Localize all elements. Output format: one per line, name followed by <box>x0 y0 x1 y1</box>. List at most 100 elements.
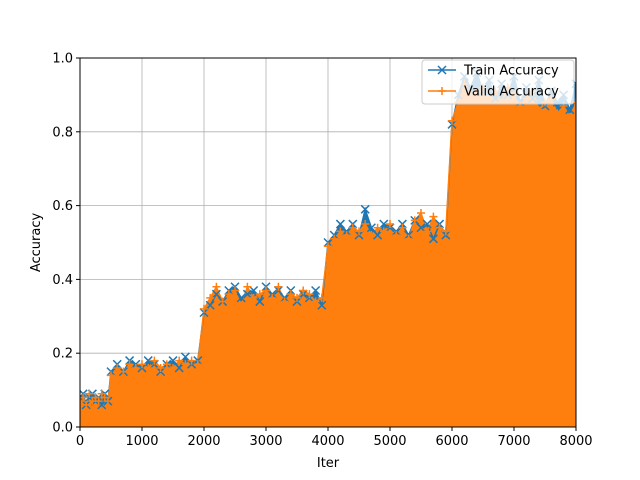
valid-accuracy-marker <box>386 220 394 229</box>
valid-accuracy-marker <box>392 231 401 240</box>
valid-accuracy-marker <box>534 105 543 114</box>
train-accuracy-marker <box>360 204 370 214</box>
x-tick-label: 3000 <box>249 434 282 449</box>
x-tick-label: 1000 <box>125 434 158 449</box>
valid-accuracy-marker <box>175 356 184 365</box>
valid-accuracy-marker <box>398 223 407 232</box>
x-tick-label: 2000 <box>187 434 220 449</box>
valid-accuracy-marker <box>441 227 450 236</box>
valid-accuracy-marker <box>94 397 103 406</box>
train-accuracy-marker <box>428 234 438 244</box>
y-tick-label: 0.4 <box>52 273 73 288</box>
valid-accuracy-marker <box>187 356 196 365</box>
train-accuracy-marker <box>373 230 383 240</box>
valid-accuracy-marker <box>342 231 351 240</box>
valid-accuracy-marker <box>103 397 112 406</box>
y-tick-label: 0.2 <box>52 347 73 362</box>
valid-accuracy-marker <box>565 113 574 122</box>
valid-accuracy-marker <box>113 363 122 372</box>
legend-marker-valid-accuracy <box>438 87 446 95</box>
valid-accuracy-marker <box>231 286 239 295</box>
valid-accuracy-area <box>80 83 576 427</box>
valid-accuracy-marker <box>156 363 165 372</box>
valid-accuracy-marker <box>206 293 215 302</box>
valid-accuracy-marker <box>324 242 332 251</box>
legend-box <box>421 59 575 105</box>
train-accuracy-marker <box>311 285 321 296</box>
train-accuracy-marker <box>168 356 178 366</box>
valid-accuracy-marker <box>274 282 283 291</box>
valid-accuracy-marker <box>311 297 320 306</box>
valid-accuracy-marker <box>373 223 382 232</box>
valid-accuracy-marker <box>249 293 258 302</box>
valid-accuracy-marker <box>317 293 326 302</box>
valid-accuracy-marker <box>162 360 171 369</box>
valid-accuracy-marker <box>131 363 140 372</box>
valid-accuracy-marker <box>82 400 91 409</box>
x-tick-label: 4000 <box>311 434 344 449</box>
train-accuracy-marker <box>422 219 432 229</box>
legend-label-train-accuracy: Train Accuracy <box>463 64 559 79</box>
valid-accuracy-marker <box>330 234 339 243</box>
y-tick-label: 0.8 <box>52 125 73 140</box>
train-accuracy-marker <box>249 285 259 296</box>
valid-accuracy-marker <box>268 293 277 302</box>
train-accuracy-marker <box>335 219 345 229</box>
train-accuracy-marker <box>416 223 426 233</box>
y-tick-label: 1.0 <box>52 52 73 67</box>
train-accuracy-marker <box>180 352 190 362</box>
valid-accuracy-marker <box>361 220 370 229</box>
valid-accuracy-marker <box>119 367 128 376</box>
legend-marker-train-accuracy <box>437 65 447 75</box>
valid-accuracy-marker <box>212 282 221 291</box>
valid-accuracy-marker <box>367 231 376 240</box>
valid-accuracy-marker <box>336 227 345 236</box>
train-accuracy-marker <box>255 297 265 307</box>
legend: Train Accuracy Valid Accuracy <box>421 59 575 105</box>
valid-accuracy-marker <box>144 363 153 372</box>
valid-accuracy-marker <box>181 360 190 369</box>
valid-accuracy-marker <box>429 212 438 221</box>
valid-accuracy-marker <box>448 116 456 125</box>
valid-accuracy-marker <box>150 356 159 365</box>
x-tick-label: 6000 <box>435 434 468 449</box>
valid-accuracy-marker <box>379 227 388 236</box>
valid-accuracy-marker <box>299 286 308 295</box>
valid-accuracy-marker <box>193 360 202 369</box>
valid-accuracy-marker <box>224 290 233 299</box>
valid-accuracy-marker <box>169 363 177 372</box>
train-accuracy-marker <box>379 219 389 229</box>
train-accuracy-marker <box>565 105 575 115</box>
valid-accuracy-marker <box>410 216 419 225</box>
train-accuracy-marker <box>236 293 246 303</box>
valid-accuracy-marker <box>237 301 246 310</box>
legend-label-valid-accuracy: Valid Accuracy <box>464 85 559 100</box>
y-tick-label: 0.6 <box>52 199 73 214</box>
x-tick-label: 8000 <box>559 434 592 449</box>
x-tick-label: 7000 <box>497 434 530 449</box>
train-accuracy-marker <box>366 223 376 233</box>
valid-accuracy-marker <box>417 208 425 217</box>
train-accuracy-marker <box>174 363 184 373</box>
valid-accuracy-marker <box>262 286 270 295</box>
train-accuracy-marker <box>143 356 153 366</box>
train-accuracy-marker <box>317 300 327 310</box>
train-accuracy-marker <box>242 289 252 299</box>
axis-ticks: 0 1000 2000 3000 4000 5000 6000 7000 8000 0.0 0.2 0… <box>52 52 592 450</box>
valid-accuracy-marker <box>243 282 252 291</box>
x-tick-label: 0 <box>76 434 84 449</box>
valid-accuracy-marker <box>286 290 295 299</box>
valid-accuracy-marker <box>293 293 301 302</box>
valid-accuracy-marker <box>280 297 289 306</box>
valid-accuracy-marker <box>125 360 134 369</box>
valid-accuracy-marker <box>138 360 146 369</box>
x-tick-label: 5000 <box>373 434 406 449</box>
train-accuracy-marker <box>205 300 215 310</box>
valid-accuracy-marker <box>348 223 357 232</box>
valid-accuracy-marker <box>85 389 94 398</box>
valid-accuracy-marker <box>404 234 413 243</box>
valid-accuracy-marker <box>107 371 115 380</box>
y-tick-label: 0.0 <box>52 421 73 436</box>
valid-accuracy-marker <box>423 227 432 236</box>
